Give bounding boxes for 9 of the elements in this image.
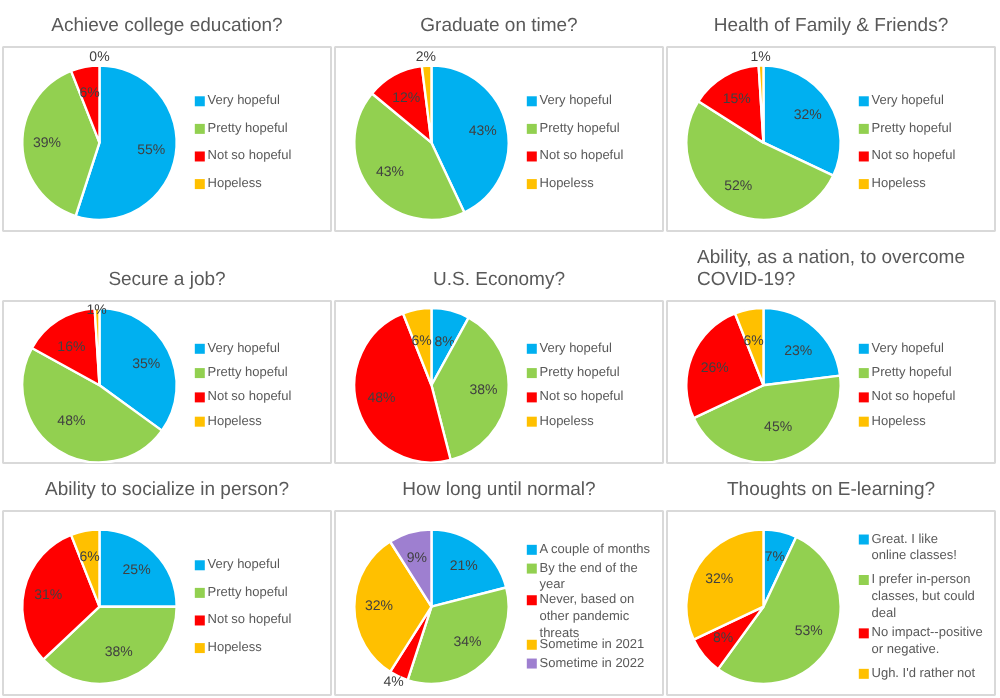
chart-title: Ability to socialize in person? bbox=[45, 479, 289, 501]
chart-title: Ability, as a nation, to overcome COVID-19? bbox=[697, 247, 965, 291]
chart-title: Graduate on time? bbox=[420, 15, 578, 37]
chart-title: U.S. Economy? bbox=[433, 269, 565, 291]
chart-title: How long until normal? bbox=[402, 479, 596, 501]
chart-title: Thoughts on E-learning? bbox=[726, 479, 936, 501]
chart-title: Achieve college education? bbox=[51, 15, 283, 37]
chart-title: Health of Family & Friends? bbox=[713, 15, 949, 37]
chart-title: Secure a job? bbox=[108, 269, 226, 291]
